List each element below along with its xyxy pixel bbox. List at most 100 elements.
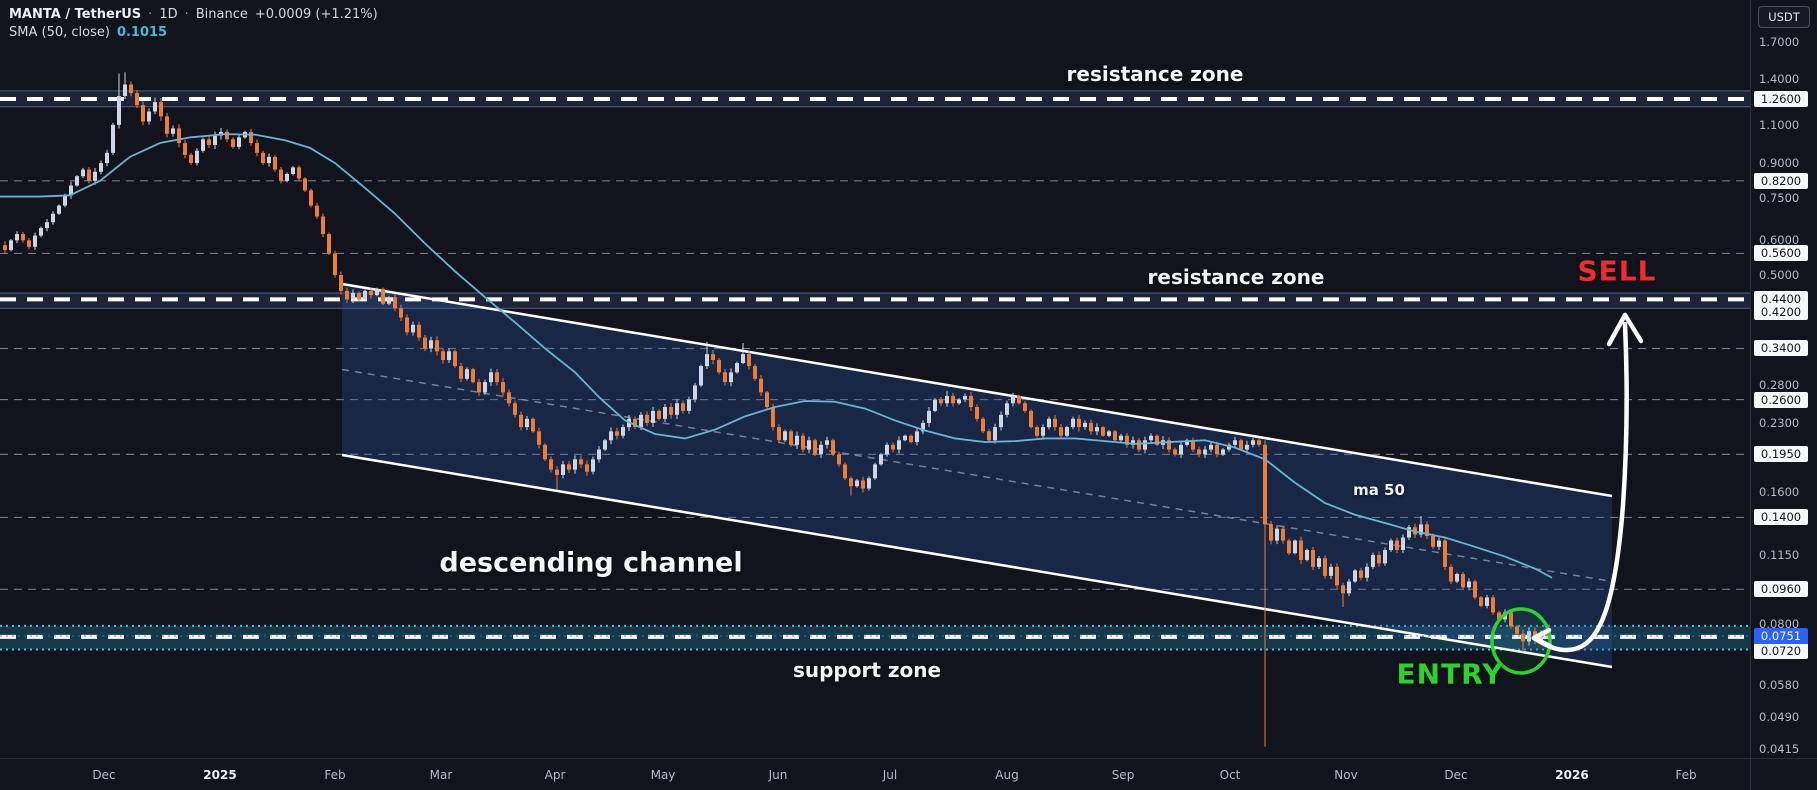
candle-body bbox=[1191, 440, 1195, 450]
candle-body bbox=[621, 427, 625, 436]
candle-body bbox=[1011, 395, 1015, 404]
entry-label[interactable]: ENTRY bbox=[1396, 657, 1504, 691]
resistance-zone-label-mid[interactable]: resistance zone bbox=[1147, 265, 1325, 289]
candle-body bbox=[549, 459, 553, 470]
candle-body bbox=[1119, 435, 1123, 441]
time-axis-month-label: Aug bbox=[995, 768, 1019, 782]
candle-body bbox=[1083, 422, 1087, 428]
channel-bottom-line bbox=[341, 453, 1613, 669]
candle-body bbox=[201, 139, 205, 151]
candle-body bbox=[615, 431, 619, 436]
channel-median-line bbox=[341, 368, 1613, 583]
candle-body bbox=[699, 366, 703, 386]
candle-body bbox=[1029, 410, 1033, 428]
candle-body bbox=[393, 297, 397, 309]
candle-body bbox=[27, 240, 31, 247]
candle-body bbox=[1479, 597, 1483, 606]
price-axis[interactable]: USDT 1.7000 1.4000 1.1000 0.9000 0.7500 0.600… bbox=[1750, 0, 1817, 758]
candle-body bbox=[435, 340, 439, 352]
candle-body bbox=[1371, 554, 1375, 567]
candle-body bbox=[939, 399, 943, 404]
candle-body bbox=[1173, 449, 1177, 455]
candle-body bbox=[177, 128, 181, 144]
candle-body bbox=[1065, 427, 1069, 436]
candle-body bbox=[237, 137, 241, 147]
candle-body bbox=[1047, 418, 1051, 428]
candle-body bbox=[975, 407, 979, 419]
sell-label[interactable]: SELL bbox=[1577, 254, 1657, 288]
candle-body bbox=[651, 410, 655, 423]
candle-body bbox=[543, 444, 547, 460]
candle-body bbox=[189, 154, 193, 164]
candle-body bbox=[1071, 418, 1075, 428]
support-zone-label[interactable]: support zone bbox=[792, 658, 942, 682]
candle-body bbox=[1077, 418, 1081, 428]
candle-body bbox=[501, 382, 505, 393]
indicator-row[interactable]: SMA (50, close) 0.1015 bbox=[9, 23, 378, 41]
candle-body bbox=[1203, 449, 1207, 455]
chart-canvas[interactable] bbox=[0, 0, 1817, 758]
candle-body bbox=[51, 213, 55, 223]
candle-body bbox=[1059, 427, 1063, 436]
currency-toggle-button[interactable]: USDT bbox=[1758, 6, 1810, 28]
candle-body bbox=[1275, 528, 1279, 541]
candle-body bbox=[75, 176, 79, 186]
candle-body bbox=[999, 414, 1003, 428]
candle-body bbox=[927, 410, 931, 423]
candle-body bbox=[645, 414, 649, 423]
candle-body bbox=[165, 116, 169, 134]
candle-body bbox=[45, 222, 49, 229]
candle-body bbox=[15, 234, 19, 241]
candle-body bbox=[111, 124, 115, 153]
price-axis-label: 0.2800 bbox=[1759, 378, 1800, 393]
resistance-zone-label-top[interactable]: resistance zone bbox=[1066, 62, 1244, 86]
candle-body bbox=[123, 84, 127, 97]
candle-body bbox=[861, 480, 865, 489]
candle-body bbox=[63, 195, 67, 206]
candle-body bbox=[1323, 558, 1327, 576]
candle-body bbox=[327, 234, 331, 254]
candle-body bbox=[57, 205, 61, 214]
candle-body bbox=[303, 178, 307, 191]
symbol-row[interactable]: MANTA / TetherUS · 1D · Binance +0.0009 … bbox=[9, 5, 378, 23]
candle-body bbox=[777, 427, 781, 441]
candle-body bbox=[789, 431, 793, 445]
candle-body bbox=[261, 152, 265, 164]
candle-body bbox=[117, 96, 121, 125]
candle-body bbox=[561, 464, 565, 475]
candle-body bbox=[1281, 528, 1285, 541]
candle-body bbox=[771, 407, 775, 428]
time-axis[interactable]: Dec 2025 Feb Mar Apr May Jun Jul Aug Sep Oct Nov Dec… bbox=[0, 758, 1817, 790]
candle-body bbox=[1467, 581, 1471, 588]
descending-channel-label[interactable]: descending channel bbox=[439, 547, 743, 579]
candle-body bbox=[255, 143, 259, 153]
candle-body bbox=[1347, 581, 1351, 594]
candle-body bbox=[1179, 444, 1183, 455]
candle-body bbox=[1233, 440, 1237, 445]
candle-body bbox=[1101, 427, 1105, 436]
price-axis-label: 1.4000 bbox=[1759, 71, 1800, 86]
time-axis-month-label: Mar bbox=[429, 768, 453, 782]
arrow-tail-icon bbox=[1531, 635, 1553, 649]
candle-body bbox=[915, 431, 919, 443]
candle-body bbox=[1449, 566, 1453, 582]
separator: · bbox=[148, 6, 153, 22]
candle-body bbox=[249, 131, 253, 144]
ma50-label[interactable]: ma 50 bbox=[1353, 481, 1405, 499]
candle-body bbox=[1377, 554, 1381, 564]
candle-body bbox=[879, 454, 883, 465]
candle-body bbox=[1425, 524, 1429, 537]
candle-body bbox=[105, 152, 109, 164]
candle-body bbox=[897, 440, 901, 450]
candle-body bbox=[1257, 440, 1261, 445]
candle-body bbox=[453, 351, 457, 367]
candle-body bbox=[843, 464, 847, 479]
candle-body bbox=[753, 366, 757, 379]
candle-body bbox=[1515, 626, 1519, 634]
candle-body bbox=[1239, 440, 1243, 450]
price-axis-label: 0.0415 bbox=[1759, 742, 1800, 756]
candle-body bbox=[1335, 566, 1339, 586]
candle-body bbox=[87, 169, 91, 181]
candle-body bbox=[183, 143, 187, 155]
candle-body bbox=[135, 93, 139, 106]
